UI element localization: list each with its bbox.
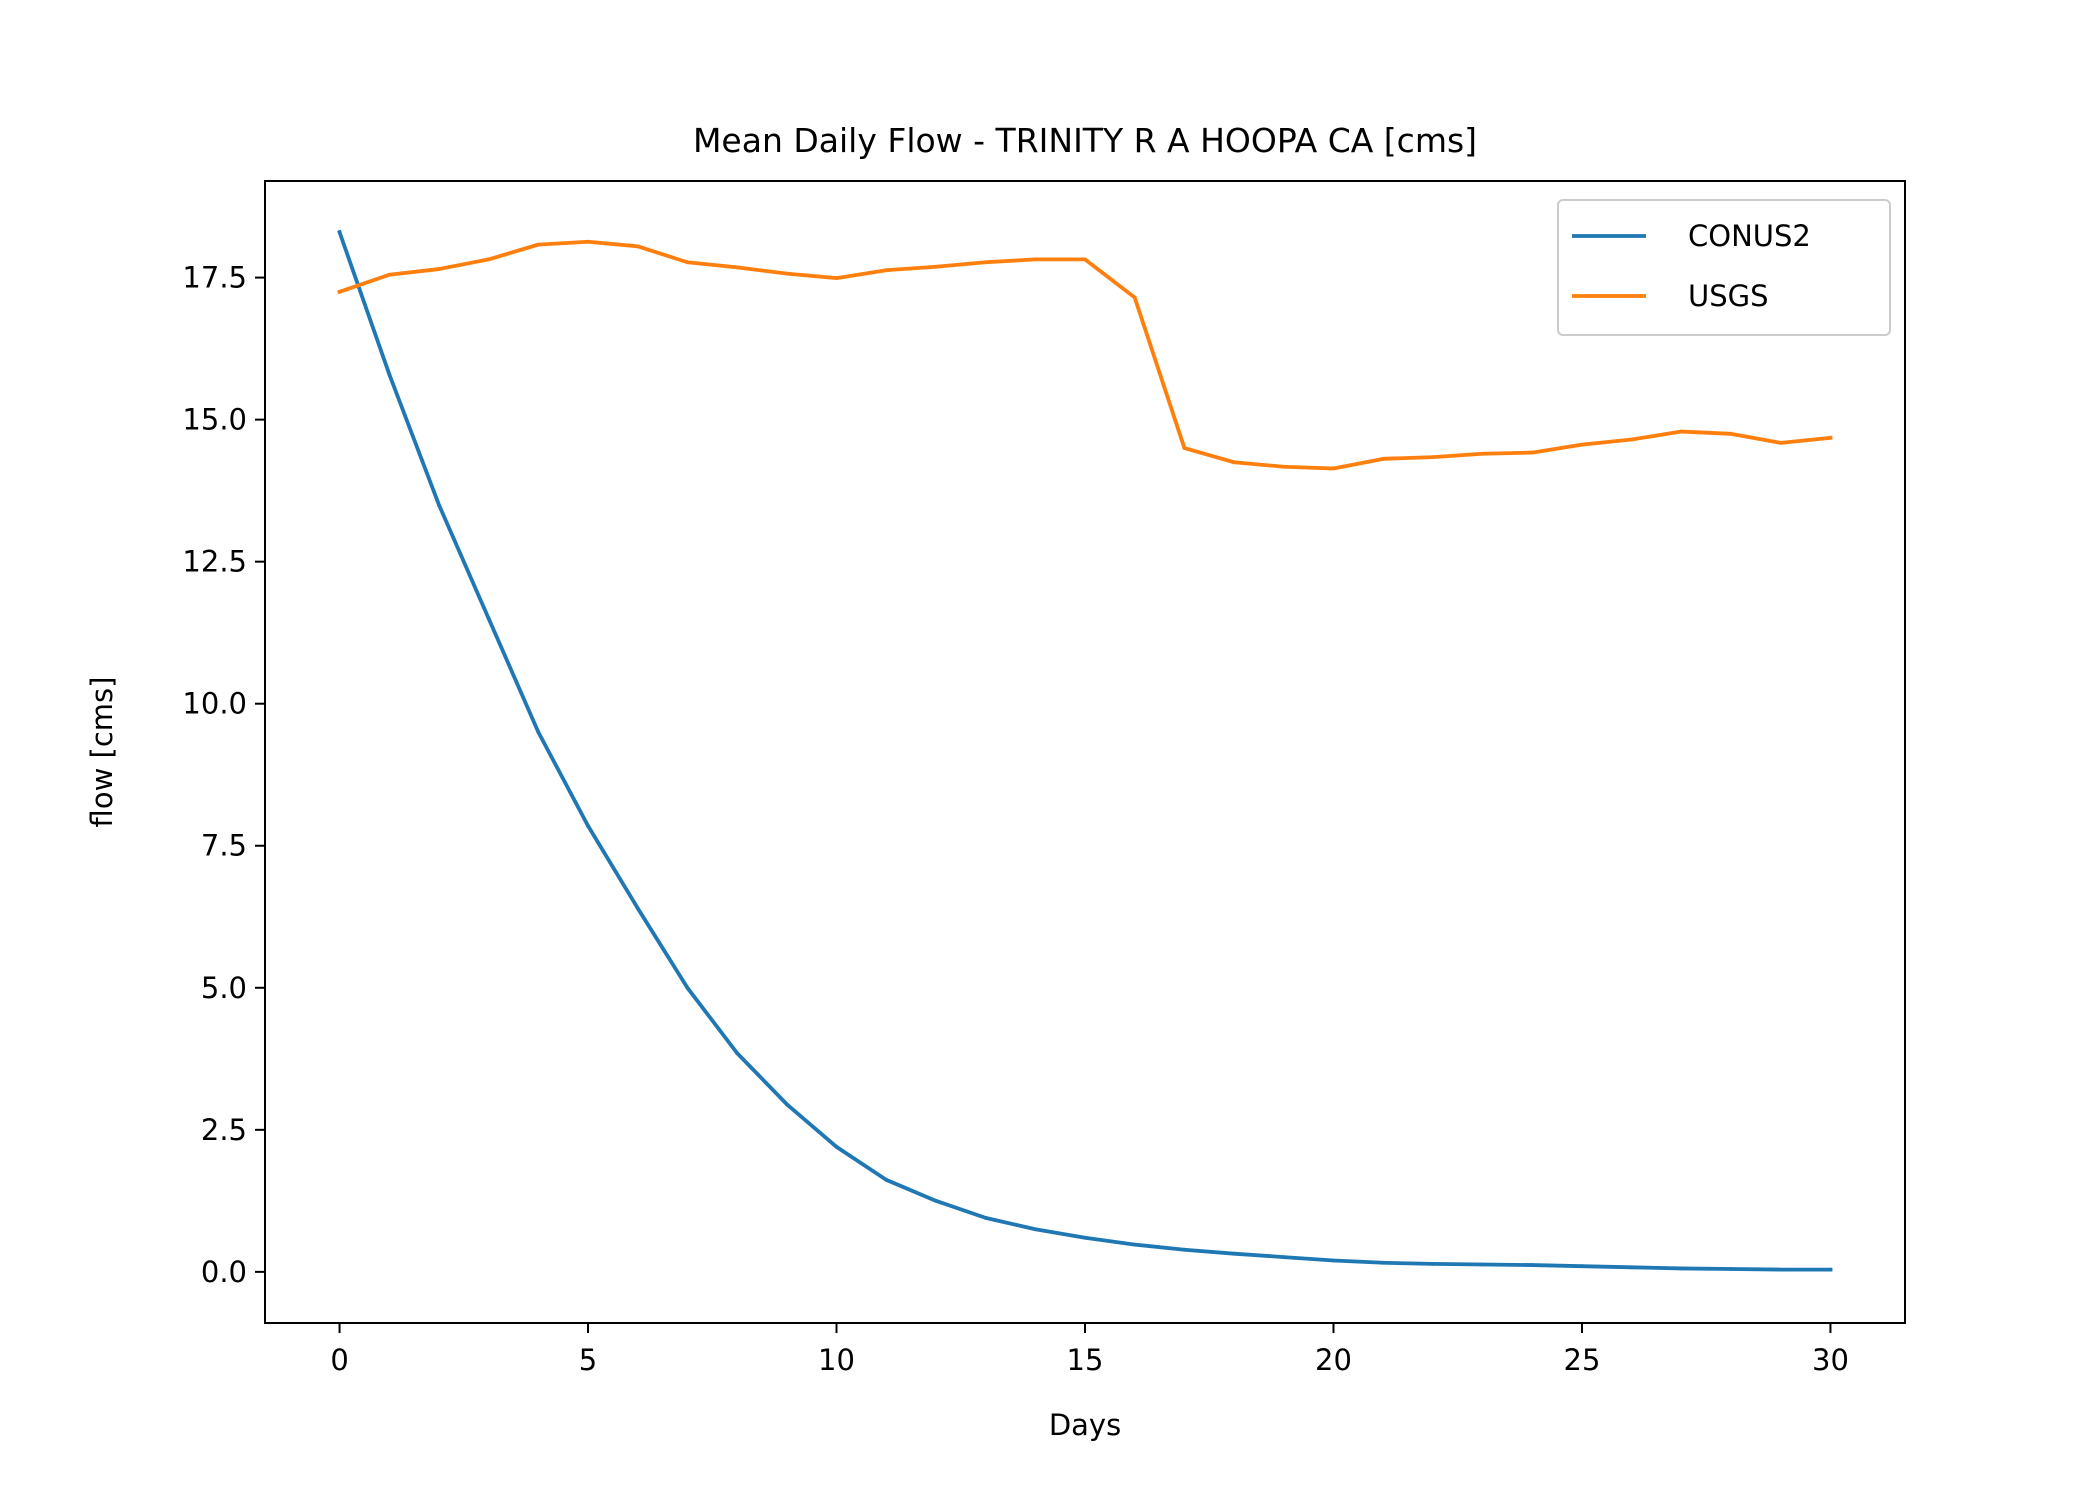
- data-point-usgs: [635, 244, 640, 249]
- data-point-usgs: [1530, 450, 1535, 455]
- data-point-conus2: [1530, 1263, 1535, 1267]
- data-point-conus2: [1679, 1266, 1684, 1271]
- data-point-usgs: [1281, 464, 1286, 469]
- data-point-conus2: [1580, 1264, 1584, 1269]
- x-tick-label: 5: [579, 1343, 597, 1377]
- data-point-usgs: [1778, 441, 1783, 445]
- data-point-conus2: [884, 1177, 889, 1182]
- data-point-usgs: [1331, 466, 1336, 471]
- data-point-conus2: [536, 730, 541, 735]
- data-point-usgs: [784, 271, 789, 276]
- data-point-usgs: [1629, 437, 1634, 442]
- data-point-usgs: [1033, 257, 1038, 262]
- data-point-conus2: [387, 372, 392, 377]
- x-tick-label: 10: [818, 1343, 855, 1377]
- data-point-conus2: [735, 1051, 740, 1056]
- data-point-conus2: [1778, 1267, 1783, 1272]
- data-point-usgs: [1381, 456, 1386, 461]
- data-point-conus2: [635, 906, 640, 911]
- data-point-conus2: [1281, 1255, 1286, 1259]
- data-point-usgs: [536, 242, 541, 247]
- data-point-usgs: [934, 264, 938, 269]
- x-tick-label: 30: [1812, 1343, 1849, 1377]
- data-point-conus2: [1629, 1265, 1634, 1270]
- data-point-conus2: [1083, 1235, 1087, 1240]
- data-point-conus2: [1430, 1262, 1435, 1266]
- data-point-usgs: [1480, 451, 1485, 456]
- legend-box: [1557, 199, 1891, 336]
- data-point-conus2: [1381, 1260, 1386, 1265]
- data-point-usgs: [1828, 435, 1833, 440]
- x-axis-label: Days: [1049, 1408, 1121, 1442]
- x-tick-label: 15: [1067, 1343, 1104, 1377]
- chart-title: Mean Daily Flow - TRINITY R A HOOPA CA […: [693, 121, 1477, 160]
- data-point-usgs: [1729, 431, 1733, 436]
- data-point-usgs: [685, 260, 690, 265]
- series-layer: [337, 229, 1833, 1272]
- data-point-conus2: [1480, 1262, 1485, 1267]
- data-point-conus2: [1729, 1267, 1733, 1271]
- data-point-usgs: [1182, 446, 1187, 450]
- y-tick-label: 15.0: [182, 403, 247, 437]
- data-point-conus2: [983, 1215, 988, 1220]
- y-tick-label: 10.0: [182, 687, 247, 721]
- data-point-conus2: [1828, 1267, 1833, 1272]
- data-point-conus2: [1232, 1251, 1236, 1256]
- legend-label-conus2: CONUS2: [1688, 219, 1811, 253]
- y-axis: 0.0 2.5 5.0 7.5 10.0 12.5 15.0 17.5: [182, 261, 265, 1289]
- data-point-conus2: [486, 616, 491, 621]
- legend: CONUS2 USGS: [1557, 199, 1891, 336]
- data-point-usgs: [387, 272, 392, 277]
- data-point-conus2: [586, 823, 590, 828]
- x-tick-label: 25: [1564, 1343, 1601, 1377]
- y-tick-label: 0.0: [201, 1255, 247, 1289]
- data-point-usgs: [1580, 442, 1584, 447]
- data-point-conus2: [1033, 1227, 1038, 1232]
- data-point-usgs: [586, 239, 590, 244]
- data-point-conus2: [437, 502, 441, 507]
- plot-frame: [264, 180, 1906, 1324]
- legend-label-usgs: USGS: [1688, 279, 1769, 313]
- x-tick-label: 0: [330, 1343, 348, 1377]
- y-axis-label: flow [cms]: [85, 677, 119, 828]
- data-point-conus2: [934, 1198, 938, 1203]
- data-point-usgs: [834, 276, 839, 281]
- data-point-usgs: [1083, 257, 1087, 262]
- data-point-usgs: [1430, 455, 1435, 460]
- data-point-usgs: [486, 257, 491, 262]
- data-point-usgs: [884, 268, 889, 273]
- y-tick-label: 5.0: [201, 971, 247, 1005]
- data-point-usgs: [337, 289, 342, 294]
- data-point-usgs: [1679, 429, 1684, 434]
- x-tick-label: 20: [1315, 1343, 1352, 1377]
- y-tick-label: 17.5: [182, 261, 247, 295]
- data-point-conus2: [834, 1144, 839, 1149]
- y-tick-label: 7.5: [201, 829, 247, 863]
- y-tick-label: 2.5: [201, 1113, 247, 1147]
- y-tick-label: 12.5: [182, 545, 247, 579]
- data-point-usgs: [437, 267, 441, 271]
- data-point-conus2: [1331, 1258, 1336, 1263]
- data-point-conus2: [685, 985, 690, 990]
- data-point-usgs: [735, 265, 740, 270]
- data-point-conus2: [1132, 1242, 1137, 1247]
- data-point-usgs: [1232, 460, 1236, 465]
- data-point-conus2: [337, 230, 342, 235]
- data-point-usgs: [983, 260, 988, 265]
- data-point-conus2: [784, 1102, 789, 1107]
- x-axis: 0 5 10 15 20 25 30: [330, 1323, 1849, 1377]
- data-point-conus2: [1182, 1247, 1187, 1252]
- data-point-usgs: [1132, 295, 1137, 300]
